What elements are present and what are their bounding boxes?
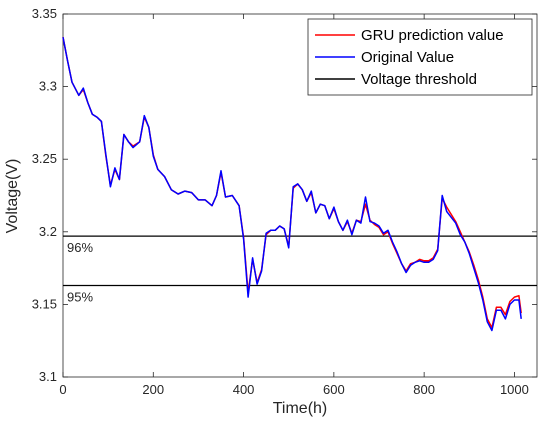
y-tick-label: 3.25: [32, 151, 57, 166]
legend-label-original: Original Value: [361, 49, 454, 66]
legend-label-gru: GRU prediction value: [361, 27, 504, 44]
x-axis-label: Time(h): [273, 400, 328, 417]
x-tick-label: 0: [59, 382, 66, 397]
y-axis-label: Voltage(V): [4, 159, 21, 234]
y-tick-label: 3.35: [32, 6, 57, 21]
threshold-label-0: 96%: [67, 240, 93, 255]
x-tick-label: 400: [233, 382, 255, 397]
x-tick-label: 200: [142, 382, 164, 397]
y-tick-label: 3.2: [39, 224, 57, 239]
legend-label-threshold: Voltage threshold: [361, 71, 477, 88]
threshold-label-1: 95%: [67, 290, 93, 305]
y-tick-label: 3.3: [39, 79, 57, 94]
legend: GRU prediction value Original Value Volt…: [307, 18, 533, 96]
series-group: [62, 37, 522, 332]
x-tick-label: 600: [323, 382, 345, 397]
y-tick-label: 3.1: [39, 369, 57, 384]
x-ticks: 0 200 400 600 800 1000: [59, 14, 529, 397]
x-tick-label: 1000: [500, 382, 529, 397]
y-tick-label: 3.15: [32, 296, 57, 311]
threshold-lines: 96% 95%: [63, 235, 537, 305]
x-tick-label: 800: [413, 382, 435, 397]
y-ticks: 3.1 3.15 3.2 3.25 3.3 3.35: [32, 6, 537, 384]
series-line-1: [62, 37, 522, 332]
